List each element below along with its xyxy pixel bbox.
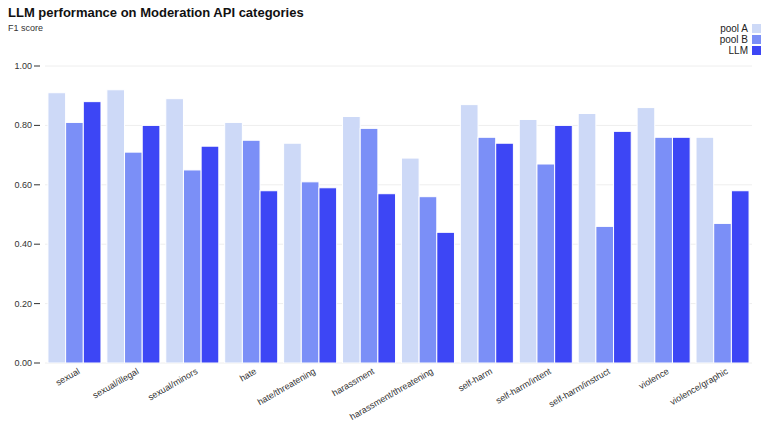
bar [284, 143, 302, 363]
legend-label: LLM [729, 45, 748, 56]
bar [478, 137, 496, 363]
category-label: violence [637, 366, 671, 391]
y-axis: 0.00 0.20 0.40 0.60 0.80 1.00 [14, 61, 752, 368]
bar [242, 140, 260, 363]
bars [48, 90, 749, 363]
bar [166, 99, 184, 363]
bar [655, 137, 673, 363]
bar [578, 114, 596, 363]
x-axis: sexual sexual/illegalsexual/minors hatehat… [54, 366, 730, 422]
bar [83, 102, 101, 363]
bar [731, 191, 749, 363]
bar [201, 146, 219, 363]
bar [555, 125, 573, 363]
bar [107, 90, 125, 363]
bar [537, 164, 555, 363]
legend-label: pool B [720, 34, 749, 45]
tick-label: 0.20 [14, 299, 32, 309]
bar [614, 131, 632, 363]
category-label: harassment [330, 366, 376, 398]
tick-mark [34, 363, 40, 364]
tick-mark [34, 244, 40, 245]
category-label: harassment/threatening [348, 366, 435, 422]
bar [260, 191, 278, 363]
legend: pool Apool BLLM [720, 23, 761, 56]
tick-label: 0.80 [14, 120, 32, 130]
legend-swatch [752, 24, 761, 33]
bar [48, 93, 66, 363]
bar [637, 108, 655, 363]
subtitle: F1 score [8, 23, 43, 33]
bar [714, 223, 732, 363]
bar [142, 125, 160, 363]
bar [319, 188, 337, 363]
chart-svg: LLM performance on Moderation API catego… [0, 0, 770, 428]
bar [401, 158, 419, 363]
bar [419, 197, 437, 363]
tick-mark [34, 303, 40, 304]
category-label: hate [238, 366, 258, 383]
tick-mark [34, 125, 40, 126]
bar [66, 122, 84, 363]
category-label: violence/graphic [668, 366, 730, 407]
bar [125, 152, 143, 363]
legend-label: pool A [720, 23, 748, 34]
category-label: sexual/illegal [91, 366, 141, 400]
tick-label: 0.60 [14, 180, 32, 190]
category-label: self-harm/intent [494, 366, 553, 406]
tick-mark [34, 184, 40, 185]
tick-label: 0.00 [14, 358, 32, 368]
category-label: hate/threatening [256, 366, 317, 407]
category-label: self-harm [456, 366, 493, 393]
bar [378, 194, 396, 363]
title: LLM performance on Moderation API catego… [8, 5, 304, 20]
bar [460, 105, 478, 363]
legend-swatch [752, 46, 761, 55]
bar [496, 143, 514, 363]
tick-mark [34, 66, 40, 67]
category-label: sexual/minors [146, 366, 200, 403]
bar [343, 116, 361, 363]
category-label: self-harm/instruct [547, 366, 612, 409]
bar [301, 182, 319, 363]
bar [519, 119, 537, 363]
bar [696, 137, 714, 363]
category-label: sexual [54, 366, 82, 388]
grid-line [45, 66, 752, 67]
bar [596, 226, 614, 363]
bar [672, 137, 690, 363]
tick-label: 0.40 [14, 239, 32, 249]
bar [225, 122, 243, 363]
bar [183, 170, 201, 363]
bar [360, 128, 378, 363]
legend-swatch [752, 35, 761, 44]
tick-label: 1.00 [14, 61, 32, 71]
chart-container: LLM performance on Moderation API catego… [0, 0, 770, 428]
bar [437, 232, 455, 363]
